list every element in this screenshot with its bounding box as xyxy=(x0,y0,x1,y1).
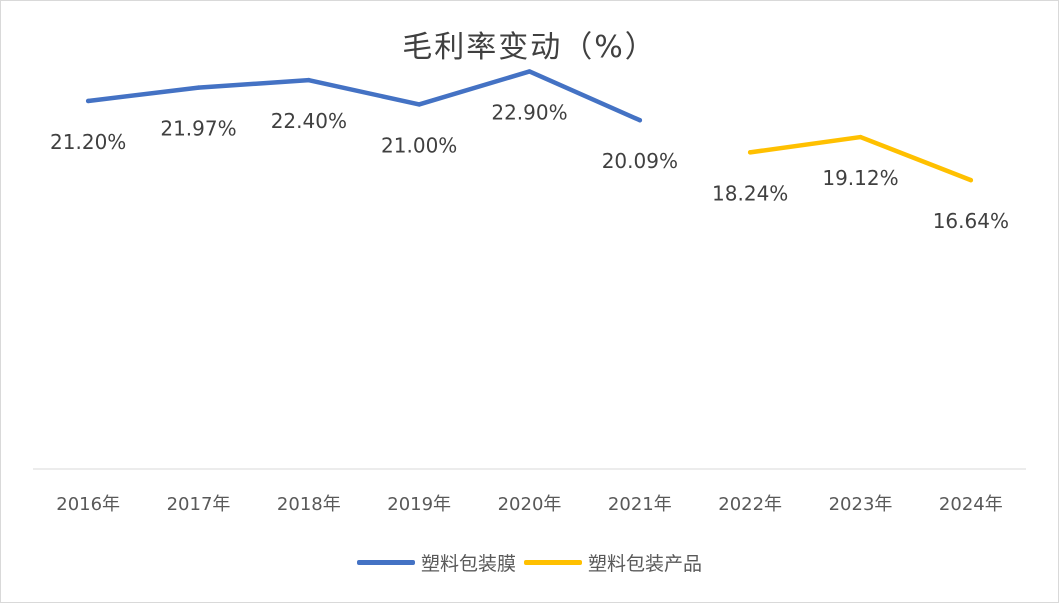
x-tick-label: 2016年 xyxy=(56,494,120,515)
data-point xyxy=(527,69,532,74)
data-label: 18.24% xyxy=(712,181,788,205)
legend-item-series-2: 塑料包装产品 xyxy=(524,549,702,576)
x-tick-label: 2018年 xyxy=(277,494,341,515)
x-tick-label: 2022年 xyxy=(718,494,782,515)
legend-swatch-series-2 xyxy=(524,560,582,565)
data-label: 21.00% xyxy=(381,133,457,157)
data-point xyxy=(637,118,643,123)
data-point xyxy=(858,134,863,140)
data-label: 22.90% xyxy=(491,100,567,124)
chart-title: 毛利率变动（%） xyxy=(402,30,657,65)
data-label: 16.64% xyxy=(933,209,1009,233)
x-tick-label: 2017年 xyxy=(167,494,231,515)
data-label: 22.40% xyxy=(271,109,347,133)
data-point xyxy=(196,85,201,90)
x-tick-label: 2020年 xyxy=(498,494,562,515)
data-point xyxy=(85,98,91,104)
data-label: 20.09% xyxy=(602,149,678,173)
chart-legend: 塑料包装膜 塑料包装产品 xyxy=(0,549,1059,576)
x-tick-label: 2021年 xyxy=(608,494,672,515)
legend-swatch-series-1 xyxy=(356,560,415,565)
data-label: 21.20% xyxy=(50,130,126,154)
data-point xyxy=(306,77,312,83)
x-tick-label: 2019年 xyxy=(387,494,451,515)
data-label: 21.97% xyxy=(160,117,236,141)
legend-label-series-1: 塑料包装膜 xyxy=(420,553,516,575)
data-point xyxy=(416,102,422,107)
legend-item-series-1: 塑料包装膜 xyxy=(356,549,516,576)
series-line-1 xyxy=(85,69,643,123)
data-label: 19.12% xyxy=(822,166,898,190)
legend-label-series-2: 塑料包装产品 xyxy=(588,553,703,575)
data-point xyxy=(747,150,753,155)
data-point xyxy=(968,177,974,183)
x-tick-label: 2023年 xyxy=(829,494,893,515)
x-tick-label: 2024年 xyxy=(939,494,1003,515)
